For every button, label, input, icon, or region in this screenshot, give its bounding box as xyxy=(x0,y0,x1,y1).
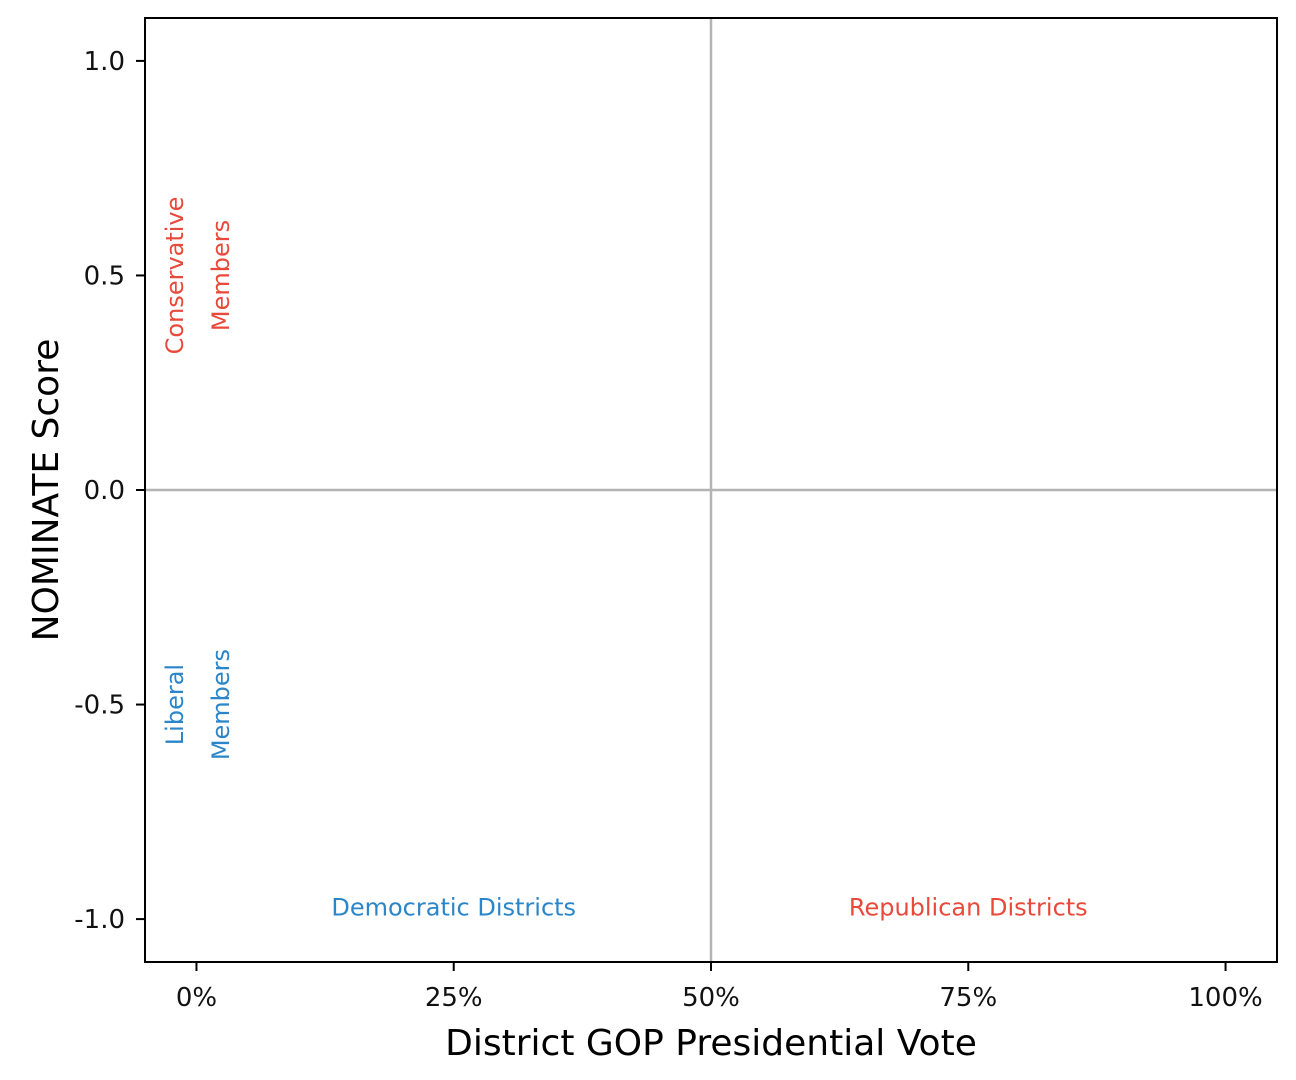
x-tick-label: 100% xyxy=(1188,983,1262,1013)
y-axis: 1.0 0.5 0.0 -0.5 -1.0 xyxy=(74,47,145,935)
x-tick-label: 50% xyxy=(682,983,740,1013)
reference-lines xyxy=(145,18,1277,962)
annotation-republican-districts: Republican Districts xyxy=(849,893,1088,921)
y-tick-label: 0.5 xyxy=(84,261,125,291)
x-tick-label: 75% xyxy=(939,983,997,1013)
y-tick-label: 0.0 xyxy=(84,476,125,506)
annotation-democratic-districts: Democratic Districts xyxy=(331,893,576,921)
x-tick-label: 25% xyxy=(425,983,483,1013)
annotation-liberal-members: Members xyxy=(207,649,235,760)
x-axis: 0% 25% 50% 75% 100% xyxy=(176,962,1263,1013)
annotation-liberal: Liberal xyxy=(161,664,189,745)
annotation-conservative: Conservative xyxy=(161,197,189,355)
y-tick-label: -1.0 xyxy=(74,905,125,935)
y-axis-title: NOMINATE Score xyxy=(26,339,67,642)
x-axis-title: District GOP Presidential Vote xyxy=(445,1023,977,1064)
y-tick-label: -0.5 xyxy=(74,691,125,721)
annotations: Conservative Members Liberal Members Democra… xyxy=(161,197,1088,922)
annotation-conservative-members: Members xyxy=(207,220,235,331)
x-tick-label: 0% xyxy=(176,983,217,1013)
y-tick-label: 1.0 xyxy=(84,47,125,77)
